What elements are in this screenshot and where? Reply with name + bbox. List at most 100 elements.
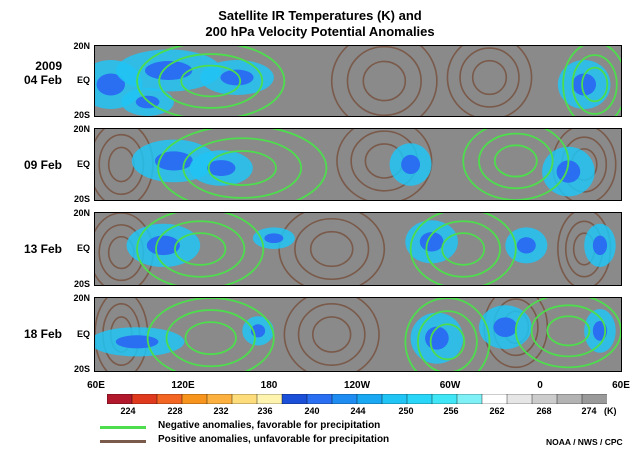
colorbar-swatch (406, 394, 433, 404)
colorbar-swatch (481, 394, 508, 404)
colorbar-swatch (531, 394, 558, 404)
colorbar-swatch (306, 394, 333, 404)
ir-panel-map (95, 298, 621, 371)
cloud-core (207, 160, 236, 177)
credit-text: NOAA / NWS / CPC (546, 437, 623, 447)
lat-tick-label: 20N (73, 41, 90, 51)
negative-anomaly-contour (571, 54, 618, 115)
negative-anomaly-contour (155, 220, 246, 278)
negative-anomaly-contour (441, 232, 486, 266)
negative-anomaly-contour (174, 232, 227, 266)
negative-anomaly-contour (207, 150, 277, 186)
negative-anomaly-contour (417, 310, 478, 371)
ir-panel (94, 128, 622, 201)
colorbar-swatch (556, 394, 583, 404)
positive-anomaly-contour (471, 59, 508, 96)
negative-anomaly-contour (136, 213, 265, 285)
positive-anomaly-contour (309, 230, 354, 268)
negative-anomaly-contour (146, 298, 275, 371)
cloud-core (115, 335, 159, 349)
legend-swatch-negative (100, 426, 146, 429)
colorbar (107, 394, 607, 404)
panel-date-label: 09 Feb (23, 158, 62, 172)
colorbar-swatch (181, 394, 208, 404)
lat-tick-label: 20S (73, 279, 90, 289)
lat-tick-label: EQ (76, 243, 90, 253)
negative-anomaly-contour (404, 298, 491, 371)
positive-anomaly-contour (346, 46, 422, 116)
colorbar-swatch (506, 394, 533, 404)
positive-anomaly-contour (330, 46, 438, 116)
negative-anomaly-contour (493, 144, 538, 178)
positive-anomaly-contour (362, 60, 407, 102)
ir-panel-map (95, 46, 621, 116)
colorbar-label: 228 (167, 406, 183, 416)
ir-panel-map (95, 213, 616, 285)
cloud-core (264, 233, 284, 244)
colorbar-label: 268 (536, 406, 552, 416)
negative-anomaly-contour (157, 129, 328, 200)
colorbar-swatch (131, 394, 158, 404)
lat-tick-label: 20N (73, 124, 90, 134)
lat-tick-label: 20S (73, 194, 90, 204)
negative-anomaly-contour (165, 309, 256, 368)
positive-anomaly-contour (283, 298, 380, 371)
positive-anomaly-contour (311, 316, 352, 353)
lat-tick-label: 20S (73, 364, 90, 374)
lon-tick-label: 120W (343, 380, 371, 391)
chart-subtitle: 200 hPa Velocity Potential Anomalies (205, 24, 435, 39)
colorbar-label: 232 (213, 406, 229, 416)
negative-anomaly-contour (478, 132, 554, 190)
lat-tick-label: EQ (76, 329, 90, 339)
legend-label-negative: Negative anomalies, favorable for precip… (158, 420, 381, 431)
cloud-core (425, 326, 449, 350)
negative-anomaly-contour (530, 304, 607, 358)
cloud-core (144, 61, 193, 80)
lon-tick-label: 60W (439, 380, 461, 391)
colorbar-label: 240 (304, 406, 320, 416)
cloud-core (556, 160, 581, 183)
ir-panel (94, 45, 622, 117)
lon-tick-label: 0 (537, 380, 543, 391)
colorbar-label: 236 (257, 406, 273, 416)
cloud-core (220, 69, 254, 86)
negative-anomaly-contour (409, 213, 517, 285)
cloud-core (572, 73, 597, 96)
cloud-core (401, 154, 421, 175)
colorbar-swatch (331, 394, 358, 404)
legend-swatch-positive (100, 440, 146, 443)
lat-tick-label: 20N (73, 293, 90, 303)
negative-anomaly-contour (462, 129, 570, 200)
lon-tick-label: 60E (87, 380, 105, 391)
positive-anomaly-contour (278, 213, 386, 285)
lon-tick-label: 180 (260, 380, 278, 391)
cloud-core (154, 151, 193, 171)
colorbar-label: 256 (443, 406, 459, 416)
ir-panel (94, 212, 622, 286)
cloud-core (592, 235, 608, 256)
lon-tick-label: 60E (612, 380, 630, 391)
colorbar-swatch (456, 394, 483, 404)
legend-label-positive: Positive anomalies, unfavorable for prec… (158, 434, 390, 445)
panel-year-label: 2009 (35, 59, 62, 73)
positive-anomaly-contour (294, 217, 370, 281)
colorbar-swatch (381, 394, 408, 404)
colorbar-swatch (256, 394, 283, 404)
colorbar-swatch (156, 394, 183, 404)
colorbar-swatch (356, 394, 383, 404)
positive-anomaly-contour (446, 46, 533, 116)
negative-anomaly-contour (581, 66, 609, 103)
negative-anomaly-contour (182, 137, 303, 199)
negative-anomaly-contour (136, 46, 286, 116)
negative-anomaly-contour (425, 220, 501, 278)
panel-date-label: 18 Feb (23, 327, 62, 341)
ir-panel (94, 297, 622, 372)
negative-anomaly-contour (562, 46, 621, 116)
positive-anomaly-contour (336, 129, 433, 200)
colorbar-label: 244 (350, 406, 366, 416)
positive-anomaly-contour (107, 146, 135, 183)
positive-anomaly-contour (459, 47, 520, 108)
colorbar-swatch (206, 394, 233, 404)
chart-title: Satellite IR Temperatures (K) and (218, 8, 422, 23)
negative-anomaly-contour (180, 64, 242, 98)
